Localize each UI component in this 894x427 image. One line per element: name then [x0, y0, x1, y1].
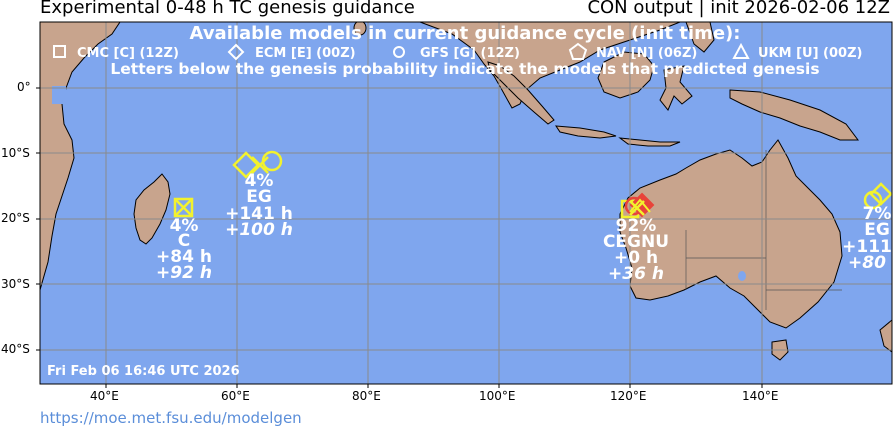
land-sumatra: [487, 61, 555, 125]
land-australia: [619, 139, 843, 329]
legend-heading: Available models in current guidance cyc…: [190, 23, 741, 44]
land-java: [555, 125, 617, 139]
axis-ticks: [36, 87, 763, 388]
genesis-probability: 4%: [170, 216, 199, 236]
lat-label-0: 0°: [17, 80, 31, 94]
timestamp: Fri Feb 06 16:46 UTC 2026: [47, 364, 240, 379]
land-lesser-sunda: [618, 137, 681, 147]
lon-label-120e: 120°E: [610, 389, 647, 403]
legend-nav: NAV [N] (06Z): [596, 46, 697, 61]
model-letters: CEGNU: [603, 232, 669, 252]
map-frame: [39, 21, 893, 385]
pentagon-icon: [568, 42, 588, 60]
lead-time-second: +100 h: [225, 220, 293, 240]
x-icon: [251, 156, 269, 174]
circle-icon: [393, 46, 405, 58]
area-label-3: 92% CEGNU +0 h +36 h: [603, 216, 669, 284]
area-label-1: 4% C +84 h +92 h: [156, 216, 212, 283]
area-label-2: 4% EG +141 h +100 h: [225, 171, 293, 240]
lon-label-140e: 140°E: [742, 389, 779, 403]
lake-victoria: [52, 86, 66, 104]
legend-cmc: CMC [C] (12Z): [77, 46, 179, 61]
diamond-icon: [227, 43, 245, 61]
model-letters: C: [178, 231, 190, 251]
land-philippines: [685, 22, 715, 53]
genesis-probability: 7%: [863, 204, 892, 224]
square-icon: [53, 45, 66, 58]
state-borders: [685, 150, 842, 310]
land-madagascar: [133, 173, 171, 245]
x-icon: [629, 200, 645, 216]
diamond-icon: [232, 151, 260, 179]
legend-gfs: GFS [G] (12Z): [420, 46, 520, 61]
init-time-title: CON output | init 2026-02-06 12Z: [587, 0, 890, 18]
model-letters: EG: [864, 220, 890, 240]
marker-area-1: [173, 197, 194, 218]
triangle-icon: [732, 42, 750, 59]
legend-models: CMC [C] (12Z) ECM [E] (00Z) GFS [G] (12Z…: [53, 42, 862, 61]
triangle-icon: [629, 198, 651, 213]
circle-icon: [863, 190, 883, 210]
land-borneo: [597, 51, 655, 99]
legend-ecm: ECM [E] (00Z): [255, 46, 356, 61]
lead-time-second: +92 h: [156, 263, 212, 283]
lon-label-60e: 60°E: [221, 389, 250, 403]
chart-title: Experimental 0-48 h TC genesis guidance: [40, 0, 415, 18]
lead-time-first: +0 h: [614, 248, 658, 268]
lat-label-10s: 10°S: [1, 146, 30, 160]
genesis-probability: 92%: [616, 216, 657, 236]
legend-ukm: UKM [U] (00Z): [758, 46, 862, 61]
lon-label-80e: 80°E: [352, 389, 381, 403]
lat-label-40s: 40°S: [1, 342, 30, 356]
x-icon: [175, 199, 192, 216]
model-letters: EG: [246, 187, 272, 207]
lake-eyre: [738, 271, 746, 281]
genesis-probability: 4%: [245, 171, 274, 191]
lead-time-first: +111: [842, 237, 892, 257]
lead-time-first: +84 h: [156, 247, 212, 267]
gridlines: [40, 22, 892, 384]
lon-label-40e: 40°E: [90, 389, 119, 403]
land-new-zealand: [879, 319, 892, 353]
marker-area-3: [620, 192, 655, 219]
lat-label-20s: 20°S: [1, 211, 30, 225]
land-sri-lanka: [353, 22, 367, 36]
circle-icon: [624, 196, 644, 216]
area-label-4: 7% EG +111 +80: [842, 204, 892, 273]
lead-time-second: +36 h: [608, 264, 664, 284]
square-icon: [173, 197, 194, 218]
footer-link[interactable]: https://moe.met.fsu.edu/modelgen: [40, 409, 302, 427]
marker-area-4: [863, 182, 892, 210]
legend-note: Letters below the genesis probability in…: [110, 60, 819, 78]
lead-time-second: +80: [848, 253, 886, 273]
lon-label-100e: 100°E: [479, 389, 516, 403]
lead-time-first: +141 h: [225, 204, 293, 224]
lat-label-30s: 30°S: [1, 277, 30, 291]
marker-area-2: [232, 150, 283, 179]
